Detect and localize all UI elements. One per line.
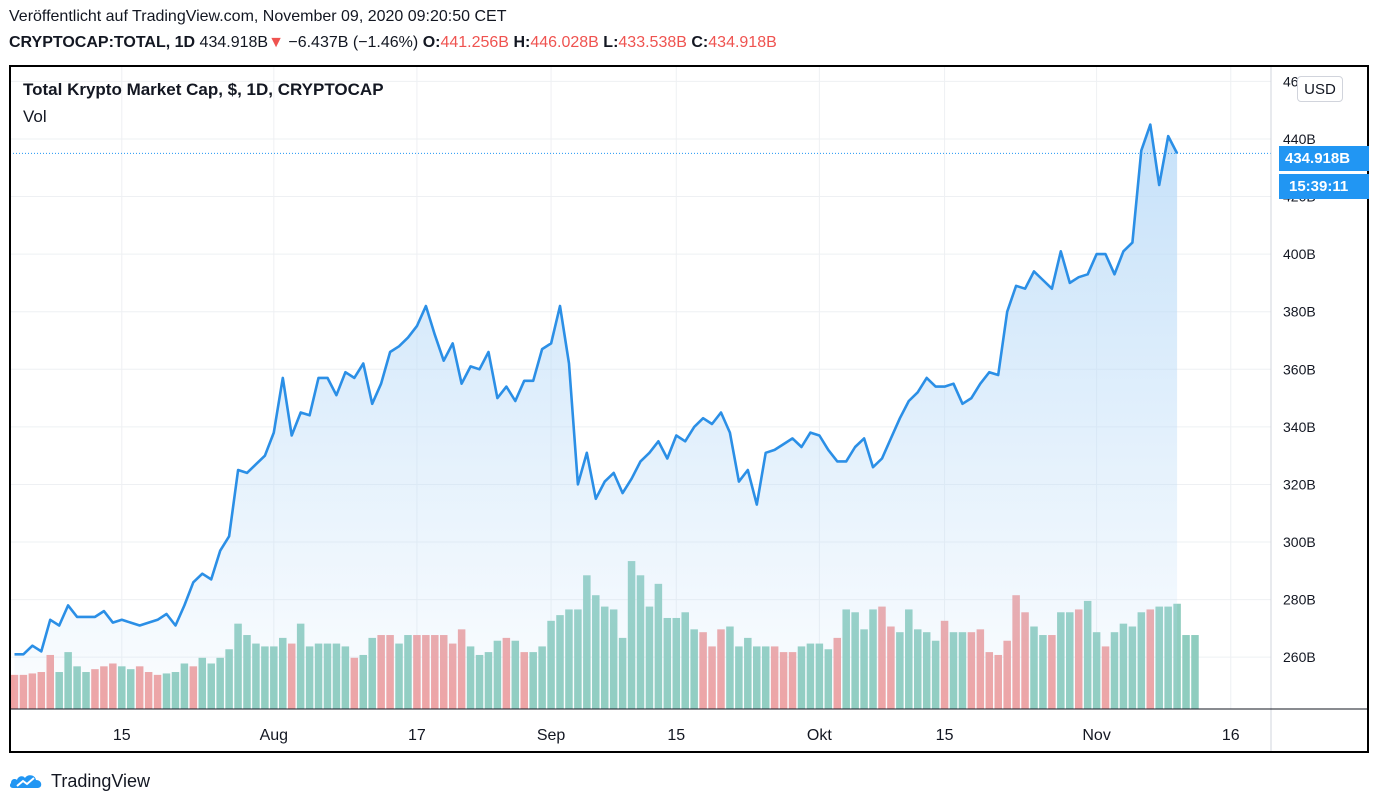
countdown-tag: 15:39:11 [1279,174,1369,199]
legend-volume[interactable]: Vol [23,107,47,126]
low-value: 433.538B [618,34,687,51]
y-tick-label: 360B [1283,361,1316,377]
open-label: O: [422,34,441,51]
price-area [14,124,1178,710]
volume-bar [10,674,19,709]
y-tick-label: 400B [1283,246,1316,262]
low-label: L: [603,34,619,51]
close-label: C: [691,34,709,51]
volume-bar [1191,635,1199,709]
currency-button[interactable]: USD [1297,76,1343,102]
x-tick-label: 16 [1222,727,1240,744]
y-tick-label: 340B [1283,419,1316,435]
tradingview-brand[interactable]: TradingView [9,770,150,792]
chart-frame [9,65,1369,753]
x-tick-label: Nov [1082,727,1110,744]
close-value: 434.918B [708,34,777,51]
quote-line: CRYPTOCAP:TOTAL, 1D 434.918B▼ −6.437B (−… [9,34,777,52]
x-tick-label: 15 [667,727,685,744]
open-value: 441.256B [440,34,509,51]
y-tick-label: 320B [1283,476,1316,492]
brand-name: TradingView [51,770,151,791]
volume-bar [1182,635,1190,709]
symbol-label[interactable]: CRYPTOCAP:TOTAL, 1D [9,34,196,51]
y-tick-label: 260B [1283,649,1316,665]
down-arrow-icon: ▼ [268,34,284,51]
tradingview-logo-icon [9,775,42,788]
x-tick-label: Okt [807,727,832,744]
price-line [14,123,1179,656]
last-price: 434.918B [199,34,269,51]
x-tick-label: 17 [408,727,426,744]
y-tick-label: 300B [1283,534,1316,550]
change-value: −6.437B (−1.46%) [288,34,419,51]
y-tick-label: 380B [1283,304,1316,320]
legend-title[interactable]: Total Krypto Market Cap, $, 1D, CRYPTOCA… [23,80,384,99]
high-value: 446.028B [530,34,599,51]
x-tick-label: Aug [260,727,288,744]
last-price-tag: 434.918B [1279,146,1369,171]
x-tick-label: Sep [537,727,566,744]
published-note: Veröffentlicht auf TradingView.com, Nove… [9,8,507,25]
y-tick-label: 280B [1283,592,1316,608]
y-tick-label: 440B [1283,131,1316,147]
x-tick-label: 15 [936,727,954,744]
x-tick-label: 15 [113,727,131,744]
high-label: H: [513,34,531,51]
